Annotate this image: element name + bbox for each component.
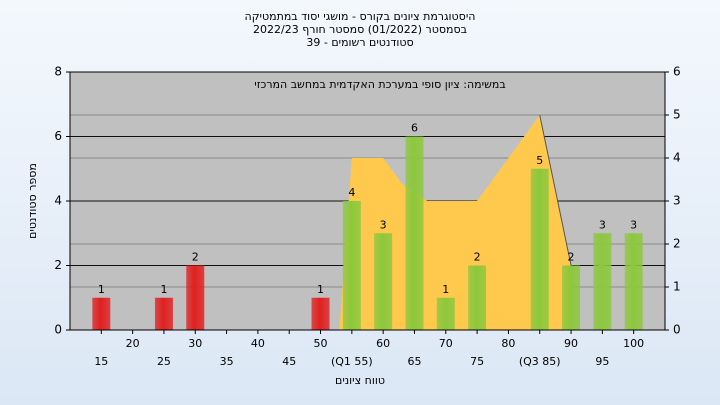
x-tick-label: 65 [407,355,421,368]
data-label: 5 [536,154,543,167]
x-tick-label: 25 [157,355,171,368]
x-tick-label: 75 [470,355,484,368]
title-line: בסמסטר (01/2022) סמסטר חורף 2022/23 [253,23,467,36]
data-label: 1 [442,283,449,296]
bar [154,297,173,330]
title-line: סטודנטים רשומים - 39 [306,36,413,49]
title-line: היסטוגרמת ציונים בקורס - מושגי יסוד במתמ… [245,10,476,23]
data-label: 3 [380,218,387,231]
y2-tick-label: 3 [673,194,681,208]
bar [405,136,424,330]
y2-tick-label: 6 [673,65,681,79]
data-label: 3 [630,218,637,231]
x-tick-label: 70 [439,337,453,350]
bar [436,297,455,330]
x-tick-label: 90 [564,337,578,350]
x-tick-label: 100 [623,337,644,350]
y2-tick-label: 2 [673,237,681,251]
x-tick-label: 15 [94,355,108,368]
bar [624,233,643,330]
x-tick-label: 50 [314,337,328,350]
y2-tick-label: 5 [673,108,681,122]
x-tick-label: 60 [376,337,390,350]
data-label: 1 [317,283,324,296]
y2-tick-label: 0 [673,323,681,337]
y2-tick-label: 1 [673,280,681,294]
x-tick-label: (Q3 85) [519,355,561,368]
bar [468,265,487,330]
data-label: 2 [474,251,481,264]
data-label: 4 [348,186,355,199]
y-tick-label: 8 [54,65,62,79]
annotation: במשימה: ציון סופי במערכת האקדמית במחשב ה… [254,78,505,91]
titles: היסטוגרמת ציונים בקורס - מושגי יסוד במתמ… [245,10,476,49]
area-line [539,114,572,266]
bar [593,233,612,330]
bar [374,233,393,330]
x-tick-label: 80 [501,337,515,350]
bar [311,297,330,330]
data-label: 1 [98,283,105,296]
x-tick-label: 20 [126,337,140,350]
x-tick-label: 40 [251,337,265,350]
bar [562,265,581,330]
x-tick-label: 30 [188,337,202,350]
area [339,115,572,330]
data-label: 6 [411,122,418,135]
bar [342,201,361,330]
bar [92,297,111,330]
y-tick-label: 0 [54,323,62,337]
y-tick-label: 4 [54,194,62,208]
x-tick-label: 95 [595,355,609,368]
bar [186,265,205,330]
x-tick-label: (Q1 55) [331,355,373,368]
y-tick-label: 6 [54,129,62,143]
data-label: 2 [568,251,575,264]
x-axis-label: טווח ציונים [335,374,385,387]
y-tick-label: 2 [54,258,62,272]
bar [530,168,549,330]
data-label: 2 [192,251,199,264]
x-tick-label: 35 [220,355,234,368]
data-label: 1 [160,283,167,296]
y-axis-label: מספר סטודנטים [26,163,39,239]
data-label: 3 [599,218,606,231]
y2-tick-label: 4 [673,151,681,165]
x-tick-label: 45 [282,355,296,368]
